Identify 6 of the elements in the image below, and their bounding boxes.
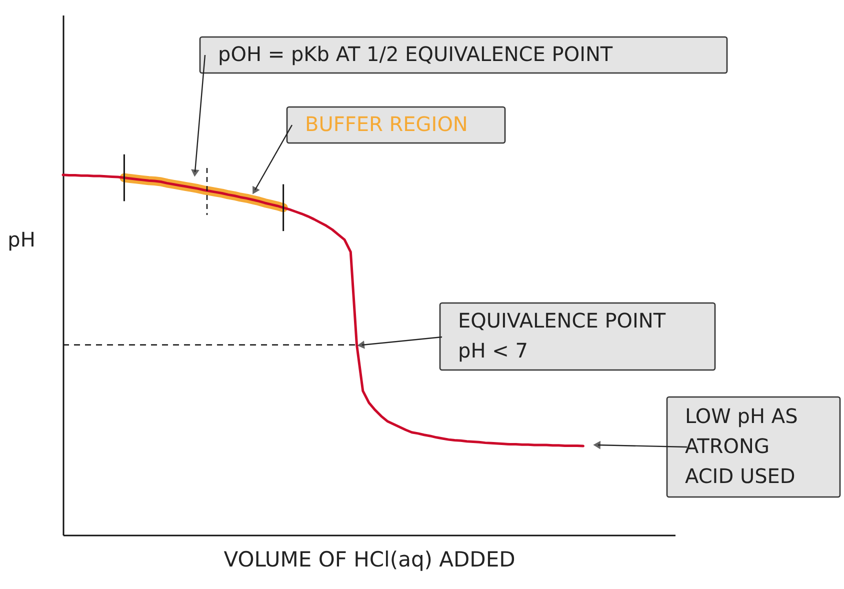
annotation: EQUIVALENCE POINT pH < 7: [458, 308, 666, 362]
text: BUFFER REGION: [305, 112, 468, 136]
x-axis-title: VOLUME OF HCl(aq) ADDED: [224, 548, 516, 572]
text: pOH = pKb AT 1/2 EQUIVALENCE POINT: [218, 42, 614, 66]
text: LOW pH AS ATRONG ACID USED: [685, 404, 798, 488]
y-axis-title: pH: [8, 228, 36, 252]
